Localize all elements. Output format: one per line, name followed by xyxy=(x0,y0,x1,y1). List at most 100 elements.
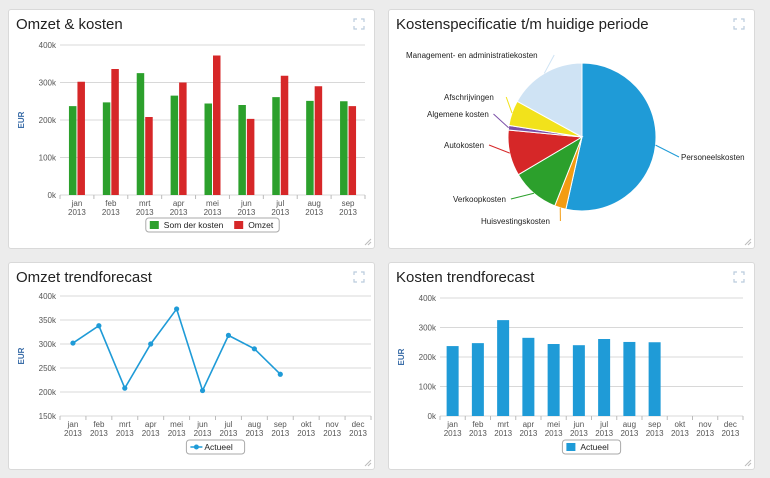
y-axis-label: EUR xyxy=(17,111,26,128)
resize-handle-icon[interactable] xyxy=(364,238,372,246)
x-tick-year: 2013 xyxy=(194,429,212,438)
x-tick-year: 2013 xyxy=(570,429,588,438)
bar[interactable] xyxy=(238,105,246,195)
bar[interactable] xyxy=(572,345,585,416)
x-tick-label: mrt xyxy=(497,420,509,429)
x-tick-label: mei xyxy=(206,199,219,208)
x-tick-label: feb xyxy=(105,199,117,208)
x-tick-label: jun xyxy=(573,420,585,429)
bar[interactable] xyxy=(471,343,484,416)
bar[interactable] xyxy=(314,86,323,195)
data-point[interactable] xyxy=(277,371,283,377)
bar[interactable] xyxy=(204,103,213,196)
x-tick-label: jun xyxy=(196,420,208,429)
x-tick-year: 2013 xyxy=(271,429,289,438)
x-tick-label: aug xyxy=(307,199,320,208)
bar[interactable] xyxy=(497,320,510,416)
x-tick-label: jan xyxy=(71,199,83,208)
bar[interactable] xyxy=(102,102,111,195)
x-tick-year: 2013 xyxy=(671,429,689,438)
pie-label: Personeelskosten xyxy=(681,153,745,162)
bar[interactable] xyxy=(111,69,119,195)
data-point[interactable] xyxy=(70,340,76,346)
data-point[interactable] xyxy=(96,323,102,329)
panel-title: Omzet trendforecast xyxy=(16,269,152,286)
x-tick-year: 2013 xyxy=(116,429,134,438)
legend-swatch xyxy=(234,221,244,229)
expand-icon[interactable] xyxy=(353,18,365,30)
x-tick-label: jan xyxy=(446,420,458,429)
data-point[interactable] xyxy=(122,385,128,391)
pie-slice[interactable] xyxy=(516,62,583,138)
legend-label[interactable]: Omzet xyxy=(248,220,274,230)
bar[interactable] xyxy=(246,118,255,195)
pie-connector xyxy=(543,54,555,74)
resize-handle-icon[interactable] xyxy=(744,238,752,246)
x-tick-year: 2013 xyxy=(323,429,341,438)
kostenspecificatie-chart: Personeelskosten Huisvestingskosten Verkoo… xyxy=(406,51,745,226)
resize-handle-icon[interactable] xyxy=(364,459,372,467)
legend-label[interactable]: Actueel xyxy=(580,442,608,452)
bar[interactable] xyxy=(280,75,289,195)
y-tick-label: 200k xyxy=(39,116,57,125)
x-tick-label: apr xyxy=(145,420,157,429)
legend-swatch xyxy=(149,221,159,229)
pie-connector xyxy=(488,144,510,154)
pie-label: Autokosten xyxy=(444,141,484,150)
bar[interactable] xyxy=(446,346,459,416)
data-point[interactable] xyxy=(174,306,180,312)
data-point[interactable] xyxy=(251,346,257,352)
legend-label[interactable]: Actueel xyxy=(204,442,232,452)
x-tick-year: 2013 xyxy=(271,208,289,217)
bar[interactable] xyxy=(68,106,77,195)
data-point[interactable] xyxy=(225,332,232,338)
expand-icon[interactable] xyxy=(733,271,745,283)
pie-slice[interactable] xyxy=(565,62,657,212)
x-tick-label: apr xyxy=(523,420,535,429)
bar[interactable] xyxy=(547,344,560,416)
bar[interactable] xyxy=(306,100,314,195)
x-tick-year: 2013 xyxy=(519,429,537,438)
x-tick-label: sep xyxy=(648,420,661,429)
y-tick-label: 300k xyxy=(39,340,57,349)
x-tick-label: sep xyxy=(342,199,355,208)
x-tick-year: 2013 xyxy=(620,429,638,438)
x-tick-year: 2013 xyxy=(646,429,664,438)
y-tick-label: 300k xyxy=(419,324,437,333)
x-tick-label: apr xyxy=(173,199,185,208)
expand-icon[interactable] xyxy=(353,271,365,283)
x-tick-year: 2013 xyxy=(721,429,739,438)
bar[interactable] xyxy=(340,101,348,195)
bar[interactable] xyxy=(272,97,280,195)
x-tick-label: okt xyxy=(301,420,312,429)
x-tick-label: jul xyxy=(275,199,284,208)
data-point[interactable] xyxy=(148,341,154,347)
x-tick-label: mei xyxy=(547,420,560,429)
y-tick-label: 100k xyxy=(419,383,437,392)
bar[interactable] xyxy=(213,55,221,196)
bar[interactable] xyxy=(179,82,187,196)
bar[interactable] xyxy=(170,95,179,195)
bar[interactable] xyxy=(145,117,153,195)
legend-label[interactable]: Som der kosten xyxy=(164,220,224,230)
panel-title: Omzet & kosten xyxy=(16,16,123,33)
y-tick-label: 300k xyxy=(39,79,57,88)
bar[interactable] xyxy=(522,337,535,416)
resize-handle-icon[interactable] xyxy=(744,459,752,467)
x-tick-label: nov xyxy=(326,420,339,429)
x-tick-label: jul xyxy=(223,420,232,429)
bar[interactable] xyxy=(77,81,85,195)
x-tick-year: 2013 xyxy=(245,429,263,438)
x-tick-year: 2013 xyxy=(237,208,255,217)
bar[interactable] xyxy=(598,339,611,416)
bar[interactable] xyxy=(348,106,357,195)
legend-box xyxy=(561,439,622,455)
bar[interactable] xyxy=(623,341,636,416)
data-point[interactable] xyxy=(199,387,206,394)
x-tick-year: 2013 xyxy=(90,429,108,438)
bar[interactable] xyxy=(136,73,145,195)
pie-label: Verkoopkosten xyxy=(453,195,506,204)
x-tick-label: aug xyxy=(248,420,261,429)
bar[interactable] xyxy=(648,342,661,416)
expand-icon[interactable] xyxy=(733,18,745,30)
